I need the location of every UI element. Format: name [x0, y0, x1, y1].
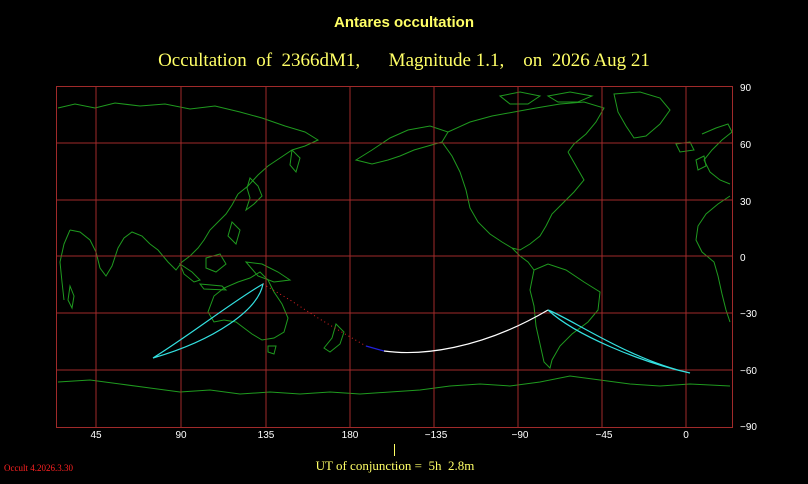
y-label-minus30: −30: [740, 309, 757, 320]
ut-conjunction-label: UT of conjunction = 5h 2.8m: [315, 458, 475, 473]
y-label-0: 0: [740, 253, 746, 264]
coastline-na-east: [511, 151, 585, 251]
coastlines: [57, 91, 733, 395]
coastline-africa-west: [695, 195, 731, 323]
graticule: [56, 86, 733, 428]
version-label: Occult 4.2026.3.30: [4, 463, 73, 473]
conjunction-tick: [394, 444, 395, 456]
coastline-arctic-islands: [498, 91, 594, 105]
coastline-south-america: [529, 263, 601, 369]
coastline-east-asia: [149, 193, 239, 271]
occultation-subheading: Occultation of 2366dM1, Magnitude 1.1, o…: [158, 50, 650, 71]
occultation-paths: [152, 282, 691, 374]
x-label-minus135: −135: [424, 430, 448, 441]
coastline-philippines: [227, 221, 241, 245]
coastline-africa-east: [59, 229, 71, 301]
y-label-60: 60: [740, 140, 752, 151]
coastline-tasmania: [267, 345, 277, 355]
western-limit-curve: [152, 282, 264, 359]
coastline-kamchatka: [289, 149, 301, 174]
x-label-45: 45: [90, 430, 102, 441]
y-label-minus90: −90: [740, 422, 757, 433]
coastline-sumatra: [178, 262, 201, 283]
coastline-canada-north: [447, 101, 605, 153]
coastline-madagascar: [67, 284, 75, 310]
coastline-japan: [245, 177, 263, 212]
coastline-europe: [701, 123, 733, 185]
coastline-na-west: [441, 141, 513, 249]
eastern-limit-curve: [547, 309, 691, 374]
coastline-uk: [695, 155, 707, 171]
chart-heading: Antares occultation: [333, 14, 475, 31]
coastline-greenland: [613, 91, 671, 139]
track-segment-blue: [365, 345, 385, 352]
x-label-minus90: −90: [511, 430, 529, 441]
y-label-90: 90: [740, 83, 752, 94]
central-track: [383, 309, 549, 354]
x-label-135: 135: [257, 430, 275, 441]
y-label-30: 30: [740, 197, 752, 208]
x-label-180: 180: [341, 430, 359, 441]
map-frame: [56, 86, 733, 428]
coastline-antarctica: [57, 375, 731, 395]
coastline-borneo: [205, 253, 227, 273]
coastline-central-america: [511, 247, 535, 271]
y-label-minus60: −60: [740, 366, 757, 377]
coastline-siberia: [57, 102, 320, 195]
x-label-minus45: −45: [595, 430, 613, 441]
dotted-track: [262, 283, 367, 347]
coastline-java: [198, 283, 228, 291]
x-label-0: 0: [683, 430, 689, 441]
coastline-new-guinea: [244, 261, 292, 283]
coastline-india: [69, 229, 151, 277]
x-label-90: 90: [175, 430, 187, 441]
coastline-new-zealand: [323, 323, 345, 353]
coastline-australia: [207, 271, 289, 341]
